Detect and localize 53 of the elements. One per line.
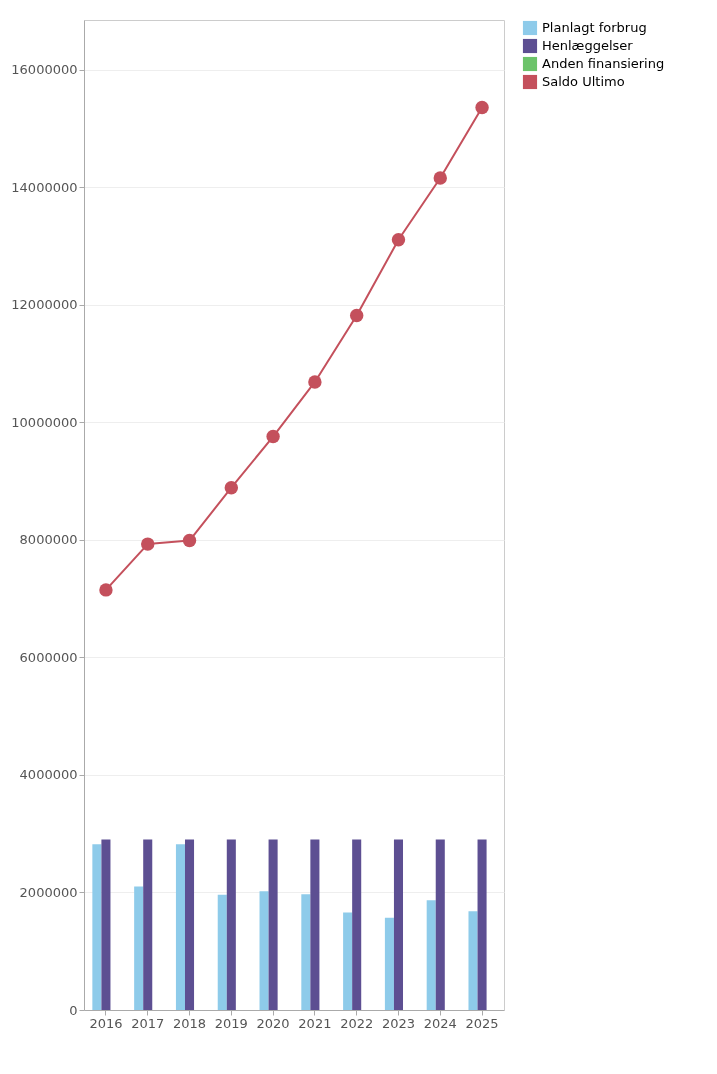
point: [349, 308, 364, 323]
y-tick-label: 4000000: [19, 767, 78, 783]
y-tick-label: 2000000: [19, 884, 78, 900]
bar: [143, 839, 153, 1010]
legend-label: Saldo Ultimo: [542, 74, 625, 89]
bar: [435, 839, 445, 1010]
y-tick-label: 6000000: [19, 649, 78, 665]
bar: [352, 839, 362, 1010]
bar: [477, 839, 487, 1010]
bar: [134, 886, 144, 1010]
bar: [384, 917, 394, 1010]
x-tick-label: 2016: [89, 1015, 123, 1031]
point: [182, 533, 197, 548]
bar: [310, 839, 320, 1010]
y-tick-label: 8000000: [19, 532, 78, 548]
x-tick-label: 2021: [298, 1015, 332, 1031]
point: [391, 233, 406, 247]
point: [266, 429, 280, 444]
legend-label: Anden finansiering: [542, 56, 665, 71]
legend-label: Planlagt forbrug: [542, 20, 647, 35]
x-tick-label: 2022: [340, 1015, 374, 1031]
y-tick-label: 12000000: [11, 297, 78, 313]
x-tick-label: 2017: [131, 1015, 165, 1031]
bar: [426, 900, 436, 1010]
point: [308, 375, 322, 389]
point: [99, 583, 113, 597]
bar: [185, 839, 195, 1010]
y-tick-label: 14000000: [11, 179, 78, 195]
point: [433, 171, 447, 185]
x-tick-label: 2024: [423, 1015, 457, 1031]
bar: [343, 912, 353, 1010]
x-tick-label: 2019: [214, 1015, 248, 1031]
x-tick-label: 2025: [465, 1015, 499, 1031]
point: [224, 480, 239, 495]
bar: [175, 844, 185, 1010]
bar: [217, 894, 227, 1010]
x-tick-label: 2018: [172, 1015, 207, 1031]
legend-label: Henlæggelser: [542, 38, 634, 53]
bar: [468, 911, 478, 1010]
bar: [101, 839, 111, 1010]
y-tick-label: 16000000: [11, 62, 78, 78]
bar: [226, 839, 236, 1010]
y-tick-label: 0: [69, 1002, 78, 1018]
bar: [301, 894, 311, 1010]
y-tick-label: 10000000: [11, 414, 78, 430]
x-tick-label: 2020: [256, 1015, 290, 1031]
point: [475, 100, 489, 115]
point: [141, 537, 155, 551]
bar: [393, 839, 403, 1010]
bar: [259, 891, 269, 1010]
bar: [92, 844, 102, 1010]
x-tick-label: 2023: [381, 1015, 416, 1031]
bar: [268, 839, 278, 1010]
